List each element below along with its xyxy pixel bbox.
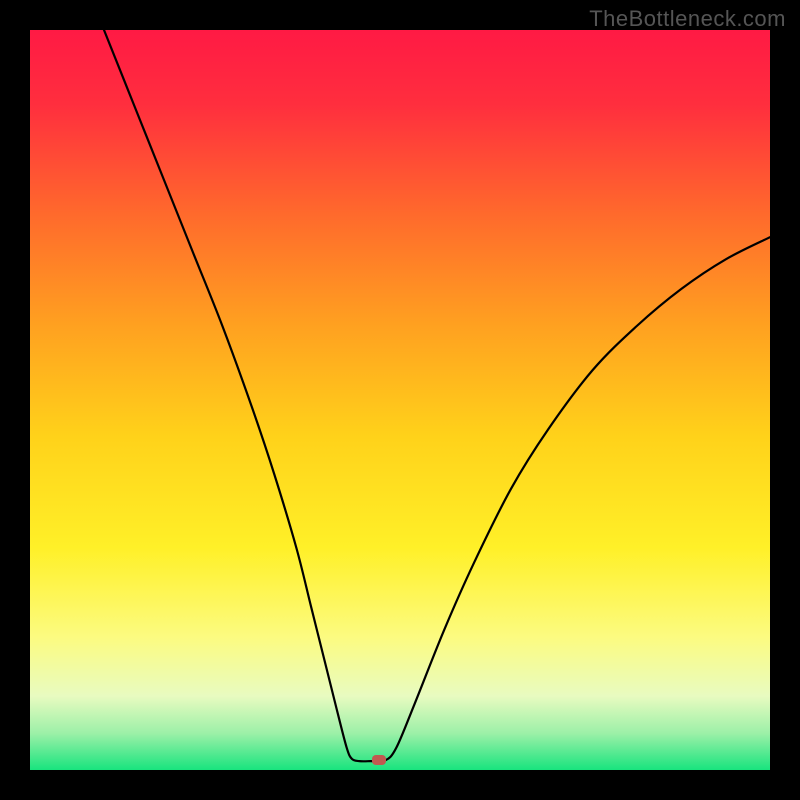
chart-plot-area bbox=[30, 30, 770, 770]
watermark-text: TheBottleneck.com bbox=[589, 6, 786, 32]
chart-svg bbox=[30, 30, 770, 770]
chart-background bbox=[30, 30, 770, 770]
optimal-marker bbox=[372, 755, 386, 765]
